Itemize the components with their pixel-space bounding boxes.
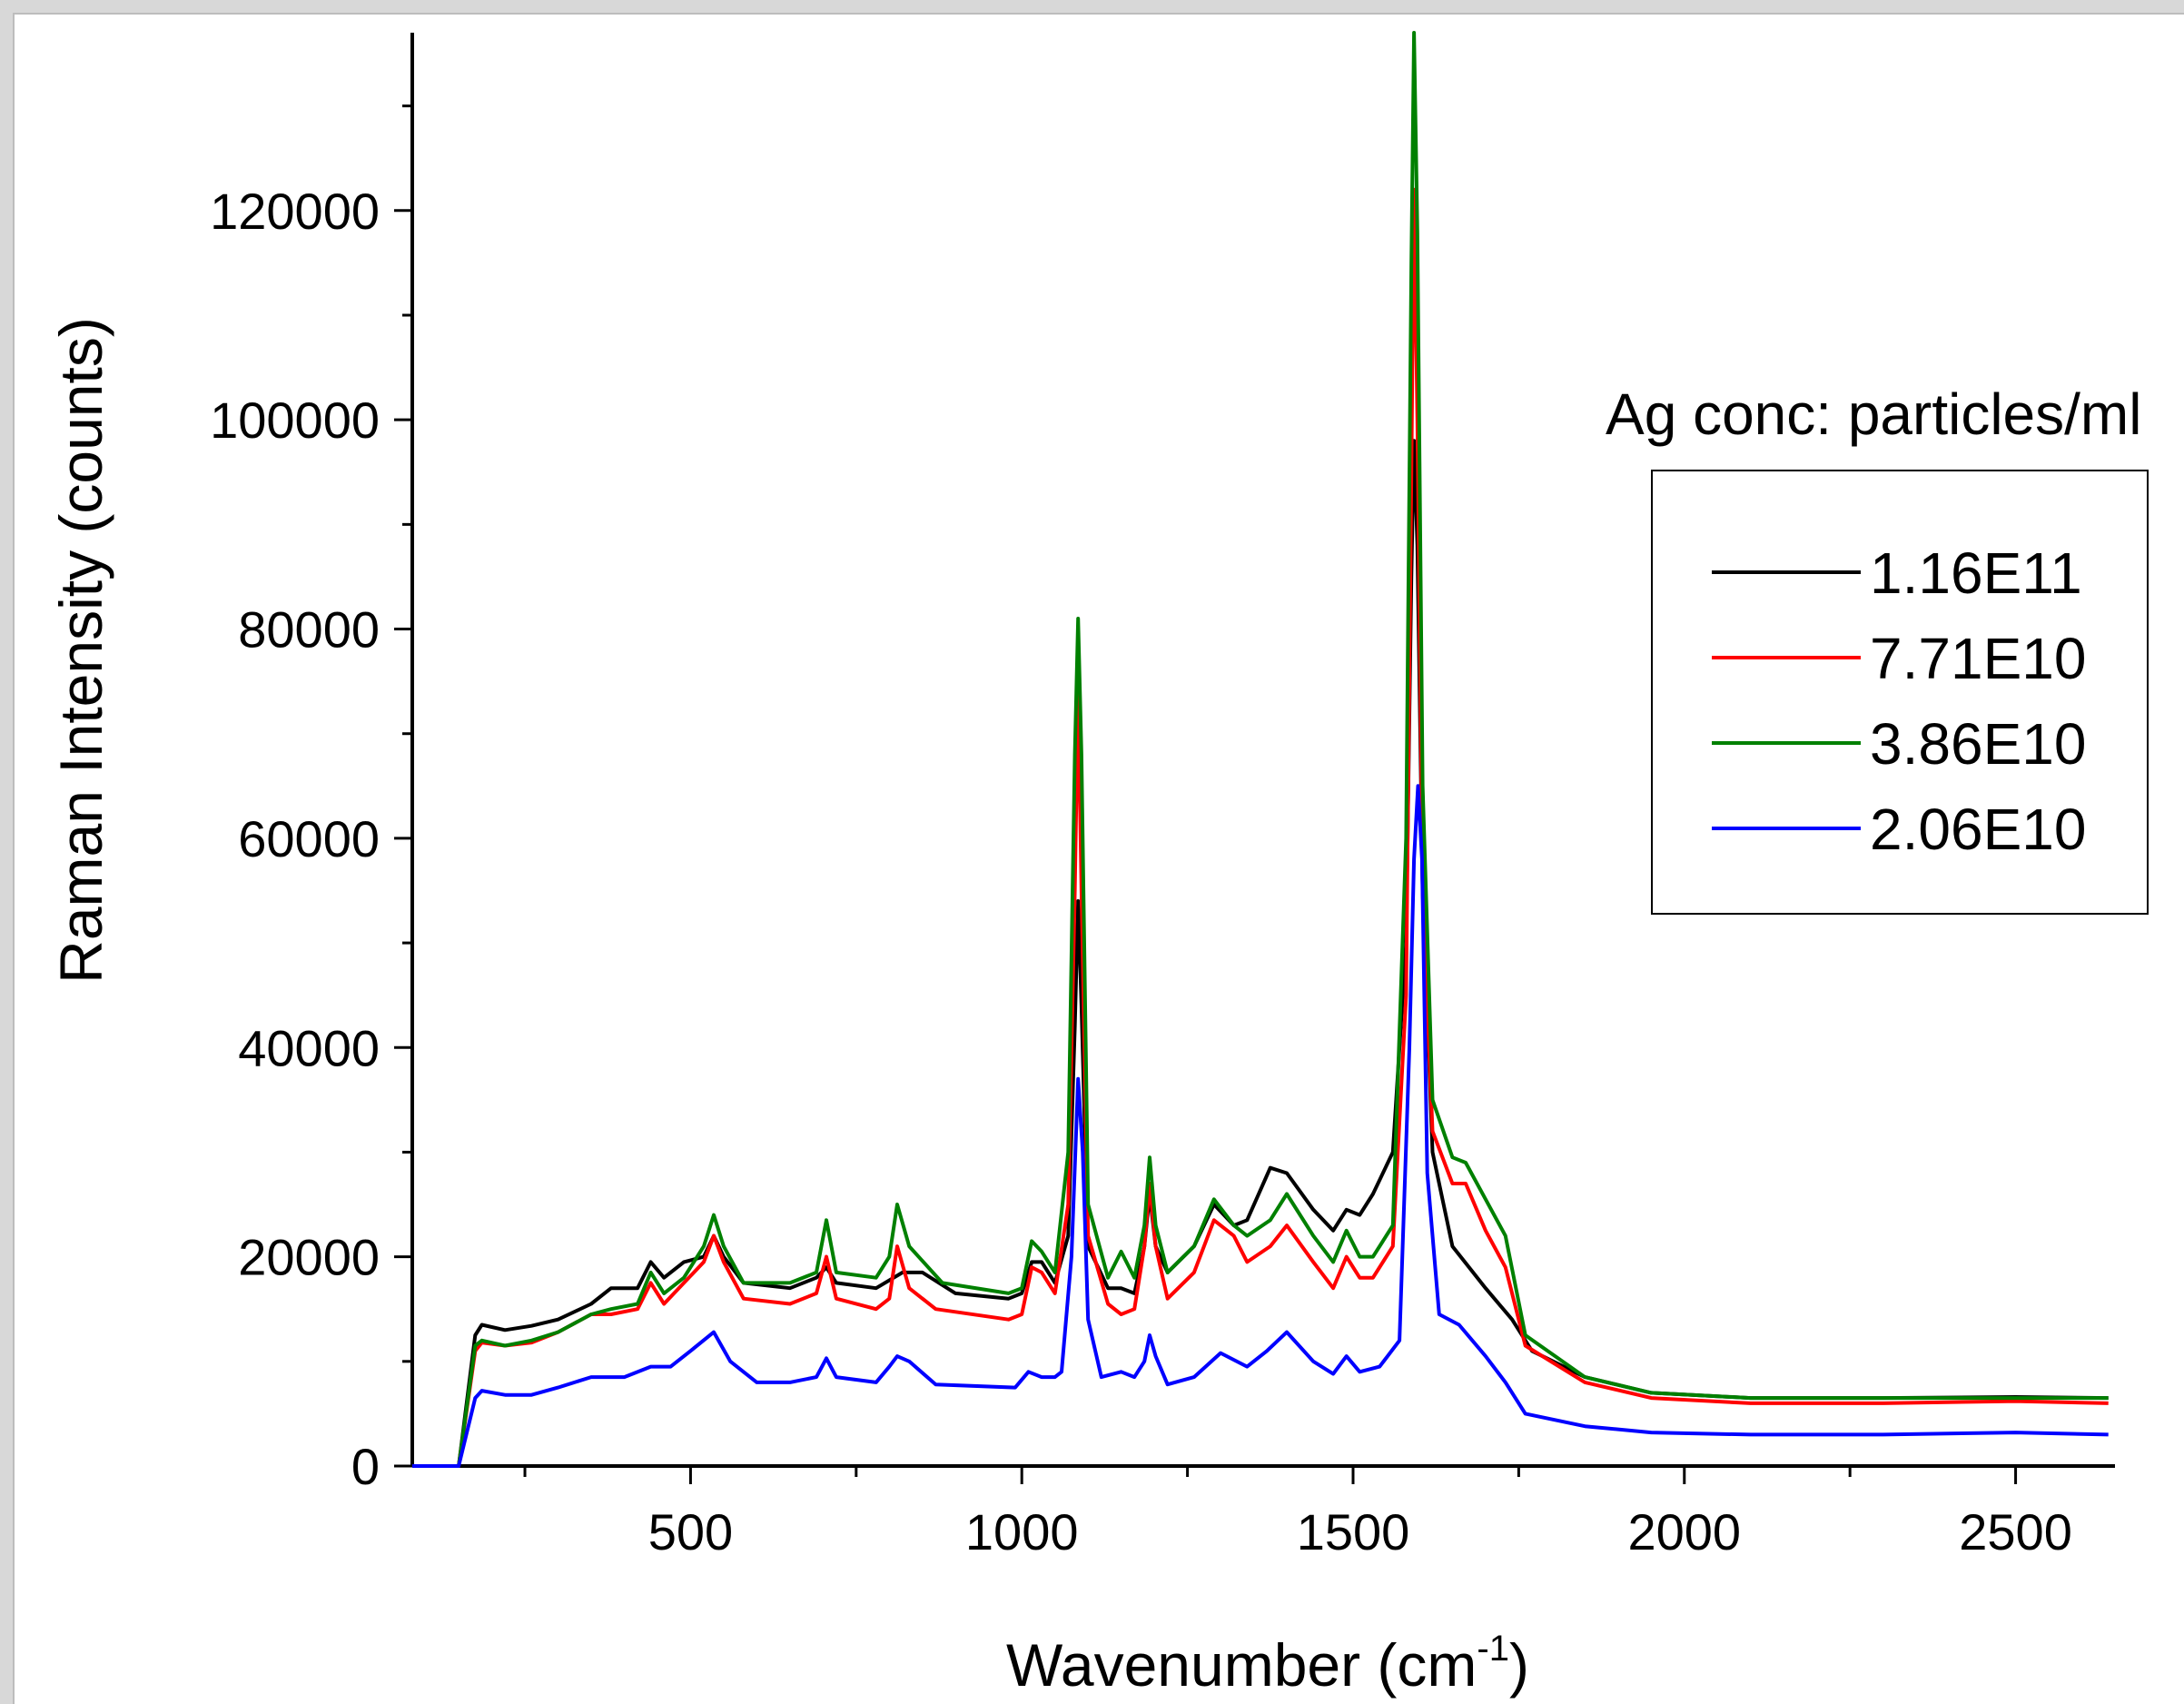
series-layer	[412, 31, 2109, 1468]
y-tick-label: 120000	[210, 183, 380, 240]
legend-label: 2.06E10	[1870, 797, 2086, 862]
ticks-layer: 0 20000 40000 60000 80000 100000 120000 500 1000…	[210, 104, 2072, 1560]
x-axis-title-superscript: -1	[1477, 1629, 1509, 1669]
x-axis-title-close: )	[1509, 1631, 1529, 1699]
legend-label: 3.86E10	[1870, 711, 2086, 777]
legend-label: 7.71E10	[1870, 626, 2086, 691]
y-tick-label: 40000	[238, 1019, 380, 1076]
series-line-2.06E10	[412, 784, 2109, 1468]
legend-label: 1.16E11	[1870, 540, 2082, 606]
legend-title: Ag conc: particles/ml	[1606, 381, 2141, 447]
axes	[410, 33, 2115, 1468]
y-tick-label: 100000	[210, 391, 380, 449]
y-tick-label: 60000	[238, 810, 380, 867]
legend: 1.16E11 7.71E10 3.86E10 2.06E10	[1651, 470, 2149, 915]
x-tick-label: 2000	[1627, 1503, 1741, 1560]
series-line-3.86E10	[412, 31, 2109, 1468]
y-tick-label: 80000	[238, 601, 380, 659]
x-tick-label: 2500	[1959, 1503, 2072, 1560]
x-axis-title: Wavenumber (cm-1)	[1006, 1629, 1529, 1699]
y-tick-label: 20000	[238, 1229, 380, 1286]
x-tick-label: 500	[648, 1503, 733, 1560]
raman-spectrum-chart: 0 20000 40000 60000 80000 100000 120000 500 1000…	[47, 31, 2149, 1699]
y-tick-label: 0	[351, 1438, 380, 1495]
legend-box	[1651, 470, 2149, 915]
y-axis-title: Raman Intensity (counts)	[47, 317, 114, 984]
chart-frame: 0 20000 40000 60000 80000 100000 120000 500 1000…	[13, 13, 2184, 1704]
x-tick-label: 1500	[1297, 1503, 1410, 1560]
x-tick-label: 1000	[965, 1503, 1079, 1560]
x-axis-title-main: Wavenumber (cm	[1006, 1631, 1477, 1699]
